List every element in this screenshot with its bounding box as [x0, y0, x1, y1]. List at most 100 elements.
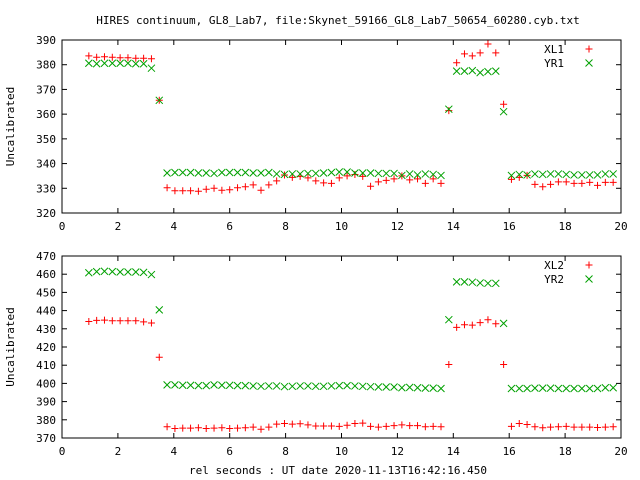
chart2-yr2-point — [476, 279, 484, 287]
chart2-xl2-point — [374, 423, 382, 431]
chart1-series-yr1 — [84, 59, 618, 180]
chart1-yr1-point — [601, 170, 610, 178]
chart1-xl1-point — [601, 178, 609, 186]
chart2-xl2-point — [515, 419, 523, 427]
chart1-xl1-point — [594, 181, 602, 189]
chart1-yr1-point — [343, 168, 351, 176]
chart2-xl2-point — [93, 316, 101, 324]
chart2-yr2-point — [84, 268, 93, 277]
chart1-xl1-point — [367, 182, 375, 190]
chart2-yr2-point — [249, 382, 258, 390]
chart2-xl2-point — [609, 423, 617, 431]
chart1-xl1-point — [586, 178, 594, 186]
chart2-ylabel: Uncalibrated — [4, 307, 17, 386]
chart2-yr2-point — [531, 384, 539, 392]
chart2-xl2-point — [476, 319, 484, 327]
chart2-xl2-point — [554, 423, 562, 431]
chart1-xl1-point — [249, 181, 257, 189]
chart1-yr1-point — [155, 96, 164, 105]
chart1-yr1-point — [405, 170, 414, 178]
chart2-yr2-point — [609, 383, 618, 392]
chart1-yr1-point — [491, 67, 500, 75]
chart1-yr1-point — [178, 168, 187, 177]
chart2-xl2-point — [273, 420, 281, 428]
chart2-xl2-point — [359, 419, 367, 427]
chart2-ytick-label: 370 — [36, 432, 56, 445]
chart1-xl1-point — [132, 54, 140, 62]
chart2-yr2-point — [264, 382, 273, 390]
chart1-yr1-point — [272, 170, 281, 178]
chart2-xl2-point — [155, 353, 163, 361]
chart1-yr1-point — [124, 59, 132, 68]
chart1-xl1-point — [476, 49, 484, 57]
chart2-xtick-label: 20 — [614, 445, 627, 458]
chart2-yr2-point — [452, 277, 461, 286]
chart2-frame — [61, 255, 622, 439]
chart1-yr1-point — [437, 171, 445, 180]
chart2-xl2-point — [367, 422, 375, 430]
chart2-yr2-point — [429, 384, 438, 392]
chart2-xtick-label: 14 — [447, 445, 461, 458]
chart2-xl2-point — [445, 360, 453, 368]
chart2-xl2-point — [116, 317, 124, 325]
chart2-yr2-point — [202, 381, 211, 390]
chart1-yr1-point — [452, 67, 461, 75]
chart1-yr1-point — [264, 168, 273, 177]
chart1-xl1-point — [492, 49, 500, 57]
chart1-yr1-point — [562, 170, 571, 179]
chart1-xl1-point — [468, 52, 476, 60]
chart2-yr2-point — [507, 384, 516, 393]
chart1-xl1-point — [163, 184, 171, 192]
chart-title: HIRES continuum, GL8_Lab7, file:Skynet_5… — [96, 14, 579, 27]
chart1-yr1-point — [202, 169, 211, 177]
chart1-ytick-label: 360 — [36, 108, 56, 121]
chart2-yr2-point — [241, 381, 250, 390]
chart2-xtick-label: 6 — [226, 445, 233, 458]
chart1-series-xl1 — [85, 40, 617, 195]
chart1-yr1-point — [100, 59, 109, 68]
chart2-yr2-point — [147, 270, 156, 279]
chart1-xtick-label: 14 — [447, 220, 461, 233]
chart2-xl2-point — [429, 422, 437, 430]
chart1-xl1-point — [390, 175, 398, 183]
chart1-xl1-point — [234, 184, 242, 192]
chart1-yr1-point — [476, 68, 484, 77]
chart2-yr2-point — [382, 383, 391, 391]
chart2-yr2-point — [218, 381, 226, 390]
chart1-xl1-point — [147, 55, 155, 63]
chart1-xtick-label: 8 — [282, 220, 289, 233]
chart2-xtick-label: 18 — [558, 445, 571, 458]
chart2-yr2-point — [304, 382, 312, 390]
chart1-yr1-point — [554, 170, 563, 178]
chart2-xl2-point — [523, 421, 531, 429]
chart2-yr2-point — [484, 279, 492, 288]
chart1-xl1-point — [194, 187, 202, 195]
chart1-yr1-point — [609, 170, 618, 178]
chart2-yr2-point — [562, 384, 571, 393]
chart2-yr2-point — [593, 384, 602, 393]
chart1-yr1-point — [515, 170, 524, 179]
chart2-xl2-point — [280, 419, 288, 427]
chart2-yr2-point — [131, 268, 140, 276]
chart1-legend-label: YR1 — [544, 57, 564, 70]
chart1-xtick-label: 20 — [614, 220, 627, 233]
chart1-yr1-point — [116, 59, 124, 68]
chart1-xtick-label: 10 — [335, 220, 348, 233]
chart1-xl1-point — [374, 178, 382, 186]
chart1-yr1-point — [249, 169, 258, 177]
chart1-xl1-point — [382, 176, 390, 184]
chart2-yr2-point — [155, 306, 164, 314]
chart2-xl2-point — [531, 423, 539, 431]
chart1-xl1-point — [312, 177, 320, 185]
chart2-xl2-point — [257, 425, 265, 433]
chart1-xtick-label: 18 — [558, 220, 571, 233]
chart2-series-yr2 — [84, 267, 618, 393]
chart1-xl1-point — [421, 179, 429, 187]
chart1-yr1-point — [484, 67, 492, 76]
chart2-xl2-point — [414, 422, 422, 430]
chart2-xl2-point — [320, 422, 328, 430]
chart2-legend-label: YR2 — [544, 273, 564, 286]
chart1-xl1-point — [265, 181, 273, 189]
chart1-yr1-point — [131, 59, 140, 68]
chart2-yr2-point — [491, 279, 500, 288]
